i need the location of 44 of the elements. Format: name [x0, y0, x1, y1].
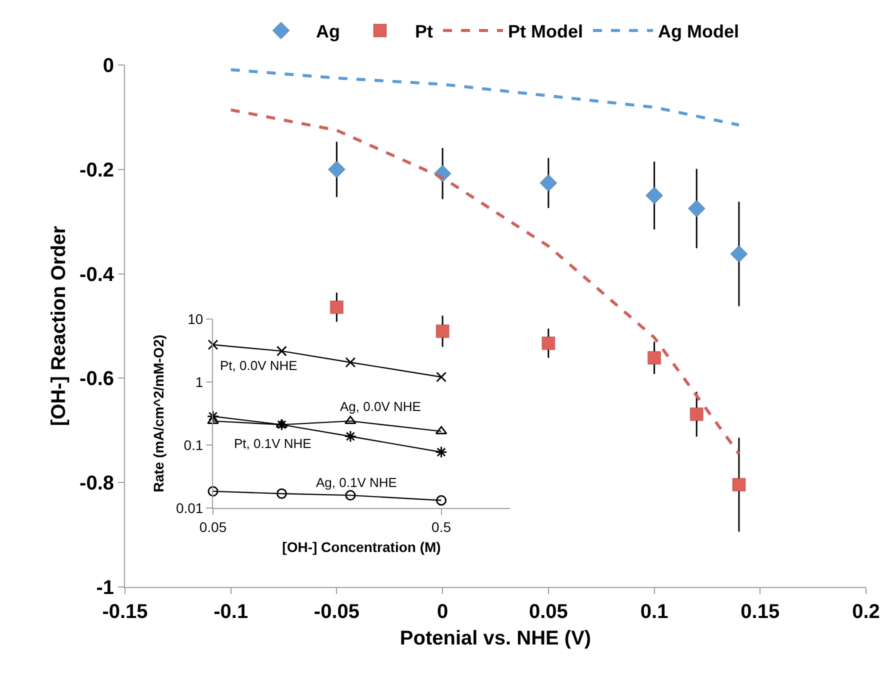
x-axis-title: [OH-] Concentration (M): [282, 539, 441, 556]
x-tick-label: 0.05: [528, 601, 568, 623]
point: [328, 160, 346, 178]
point: [541, 336, 556, 350]
x-tick-label: -0.1: [214, 601, 248, 623]
point: [690, 407, 704, 422]
x-tick-label: 0.1: [640, 601, 668, 623]
point: [436, 324, 450, 338]
legend-label: Ag: [316, 22, 340, 42]
point: [539, 174, 558, 192]
y-tick-label: -0.8: [80, 472, 114, 495]
x-tick-label: 0.2: [852, 601, 880, 623]
y-tick-label: 1: [195, 374, 204, 390]
point: [730, 245, 748, 263]
series-label: Ag, 0.1V NHE: [316, 475, 398, 490]
y-tick-label: 0.1: [184, 436, 204, 453]
point: [647, 350, 662, 365]
x-tick-label: 0.05: [199, 518, 227, 535]
line-series: [229, 68, 740, 127]
y-tick-label: -0.2: [80, 159, 114, 182]
point: [645, 186, 664, 204]
series-label: Pt, 0.1V NHE: [234, 436, 312, 451]
y-tick-label: 10: [188, 310, 204, 327]
y-axis-title: Rate (mA/cm^2/mM-O2): [150, 334, 167, 492]
x-axis-title: Potenial vs. NHE (V): [400, 628, 592, 650]
point: [688, 200, 706, 218]
x-tick-label: -0.05: [314, 601, 360, 623]
point: [330, 300, 344, 314]
legend-label: Pt Model: [508, 22, 584, 42]
y-tick-label: 0.01: [176, 500, 204, 516]
legend-label: Ag Model: [658, 22, 740, 42]
y-tick-label: 0: [102, 55, 114, 77]
series-label: Pt, 0.0V NHE: [220, 358, 298, 373]
y-tick-label: -1: [96, 577, 114, 599]
x-tick-label: 0.5: [432, 518, 452, 535]
x-tick-label: 0.15: [740, 601, 780, 623]
y-axis-title: [OH-] Reaction Order: [48, 226, 70, 426]
legend-label: Pt: [415, 22, 434, 42]
series-label: Ag, 0.0V NHE: [340, 399, 422, 414]
x-tick-label: 0: [437, 601, 448, 623]
y-tick-label: -0.4: [80, 264, 115, 286]
y-tick-label: -0.6: [80, 368, 114, 390]
point: [732, 478, 746, 492]
x-tick-label: -0.15: [102, 601, 148, 623]
